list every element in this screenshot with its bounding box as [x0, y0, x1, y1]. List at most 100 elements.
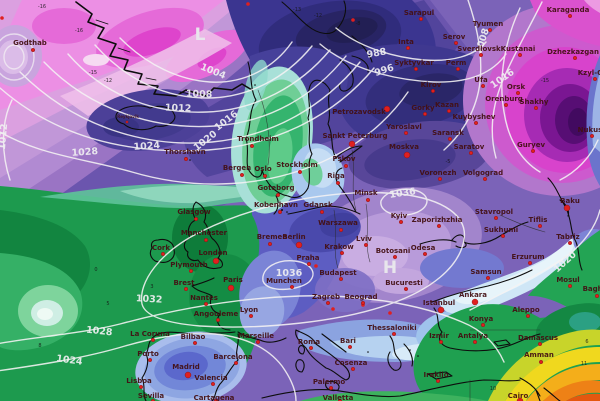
- low-pressure-symbol: L: [195, 25, 206, 45]
- city-dot: [494, 215, 499, 220]
- city-dot: [456, 66, 461, 71]
- city-label: Voronezh: [420, 169, 457, 177]
- isobar-1008: [94, 44, 313, 99]
- city-label: Damascus: [518, 334, 558, 342]
- city-label: Lisboa: [126, 377, 152, 385]
- city-dot: [534, 105, 539, 110]
- city-label: Bucuresti: [385, 279, 423, 287]
- isobar-1028-south: [0, 295, 505, 363]
- city-dot: [454, 41, 459, 46]
- city-label: Bergen: [223, 164, 251, 172]
- city-label: Orenburg: [485, 95, 523, 103]
- isobar-1032-loop: [140, 191, 466, 328]
- city-label: Ankara: [459, 291, 487, 299]
- temp-contour-label: -16: [38, 4, 46, 10]
- city-label: Nukus: [578, 126, 600, 134]
- city-label: Sverdlovsk: [457, 45, 501, 53]
- city-dot: [393, 254, 398, 259]
- coast-turkey: [431, 269, 541, 352]
- temp-contour-label: 6: [585, 339, 588, 345]
- city-dot: [351, 367, 356, 372]
- city-dot: [423, 111, 428, 116]
- city-dot: [248, 314, 253, 319]
- city-label: Odesa: [411, 244, 436, 252]
- city-dot: [437, 306, 445, 314]
- city-label: Cosenza: [335, 359, 368, 367]
- city-dot: [160, 251, 165, 256]
- city-dot: [593, 76, 598, 81]
- city-dot: [447, 108, 452, 113]
- city-dot: [406, 46, 411, 51]
- city-label: Saransk: [432, 129, 464, 137]
- borders: [257, 89, 546, 401]
- city-dot: [563, 204, 571, 212]
- city-dot: [203, 237, 208, 242]
- city-dot: [392, 332, 397, 337]
- city-dot: [414, 66, 419, 71]
- isobar-value-label: 1032: [136, 293, 163, 305]
- isobar-1036-loop-west: [262, 260, 314, 291]
- city-dot: [437, 223, 442, 228]
- city-label: Aleppo: [512, 306, 540, 314]
- isobar-1012: [67, 49, 331, 113]
- city-label: Baku: [560, 197, 580, 205]
- city-dot: [329, 386, 334, 391]
- city-dot: [339, 227, 344, 232]
- city-label: Cartagena: [194, 394, 235, 401]
- city-dot: [314, 264, 318, 268]
- city-dot: [263, 173, 268, 178]
- city-dot: [331, 307, 335, 311]
- temp-contour-label: -13: [293, 7, 301, 13]
- city-dot: [227, 284, 235, 292]
- city-label: Shakhy: [520, 98, 549, 106]
- isobar-1016-east: [491, 1, 543, 159]
- city-label: Zagreb: [312, 293, 340, 301]
- coast-crete-cyprus: [427, 339, 511, 380]
- city-dot: [436, 379, 441, 384]
- city-label: Ufa: [474, 76, 488, 84]
- city-dot: [192, 341, 197, 346]
- city-label: Madrid: [172, 363, 200, 371]
- isobar-ring-core-se: [559, 139, 599, 181]
- city-label: Cork: [152, 244, 170, 252]
- city-label: Barcelona: [213, 353, 253, 361]
- temp-contour-label: -16: [75, 28, 83, 34]
- city-dot: [481, 83, 486, 88]
- city-label: Sevilla: [138, 392, 165, 400]
- temp-contour-label: 8: [38, 343, 41, 349]
- city-dot: [528, 261, 533, 266]
- city-label: La Coruna: [130, 330, 170, 338]
- city-dot: [0, 16, 4, 20]
- city-dot: [518, 53, 523, 58]
- temp-contour-label: -12: [104, 78, 112, 84]
- city-dot: [469, 150, 474, 155]
- temp-contour-label: 3: [150, 284, 153, 290]
- city-dot: [366, 197, 371, 202]
- coast-adriatic-greece: [321, 333, 414, 371]
- city-dot: [339, 277, 344, 282]
- city-dot: [150, 338, 155, 343]
- isobar-996-east: [319, 43, 507, 83]
- temp-contour-label: 0: [94, 267, 97, 273]
- city-dot: [361, 301, 366, 306]
- city-label: Tiflis: [529, 216, 548, 224]
- city-label: Trondheim: [237, 135, 279, 143]
- city-label: Kirov: [421, 81, 442, 89]
- city-label: Thessaloniki: [367, 324, 416, 332]
- city-dot: [307, 262, 312, 267]
- city-label: Manchester: [181, 229, 228, 237]
- city-label: Palermo: [313, 378, 346, 386]
- city-dot: [125, 120, 129, 124]
- city-label: Budapest: [319, 269, 357, 277]
- city-label: Mosul: [556, 276, 579, 284]
- city-label: Sarapul: [404, 9, 434, 17]
- temp-contour-label: -15: [89, 70, 97, 76]
- coast-iceland: [115, 105, 176, 131]
- coast-sicily-sardinia: [295, 345, 340, 392]
- isobar-swirl-outer: [0, 33, 35, 81]
- coast-greenland: [75, 1, 253, 97]
- city-dot: [351, 18, 355, 22]
- city-label: Karaganda: [547, 6, 590, 14]
- city-label: Stavropol: [475, 208, 513, 216]
